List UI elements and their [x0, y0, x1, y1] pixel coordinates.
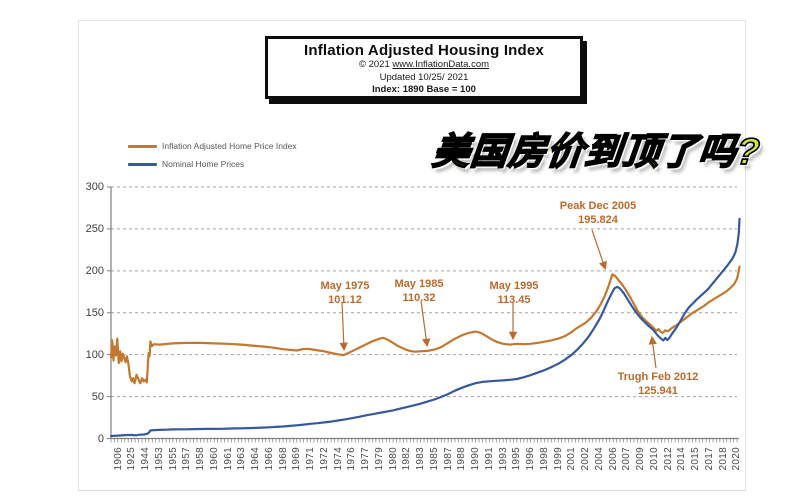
legend-swatch-orange: [128, 144, 157, 148]
headline: 美国房价到顶了吗?: [430, 130, 764, 173]
legend-label: Inflation Adjusted Home Price Index: [162, 141, 297, 151]
legend-item-nominal: Nominal Home Prices: [128, 155, 297, 173]
legend-label: Nominal Home Prices: [162, 159, 245, 169]
source-link[interactable]: www.InflationData.com: [392, 59, 490, 70]
copyright-text: © 2021: [358, 59, 390, 70]
chart-title-box: Inflation Adjusted Housing Index © 2021 …: [265, 36, 583, 99]
chart-title: Inflation Adjusted Housing Index: [303, 42, 544, 59]
legend-item-inflation-adjusted: Inflation Adjusted Home Price Index: [128, 137, 297, 155]
copyright-line: © 2021 www.InflationData.com: [268, 59, 580, 72]
legend-swatch-blue: [128, 162, 157, 166]
base-note: Index: 1890 Base = 100: [372, 84, 476, 95]
updated-line: Updated 10/25/ 2021: [379, 71, 469, 83]
legend: Inflation Adjusted Home Price Index Nomi…: [128, 137, 297, 173]
